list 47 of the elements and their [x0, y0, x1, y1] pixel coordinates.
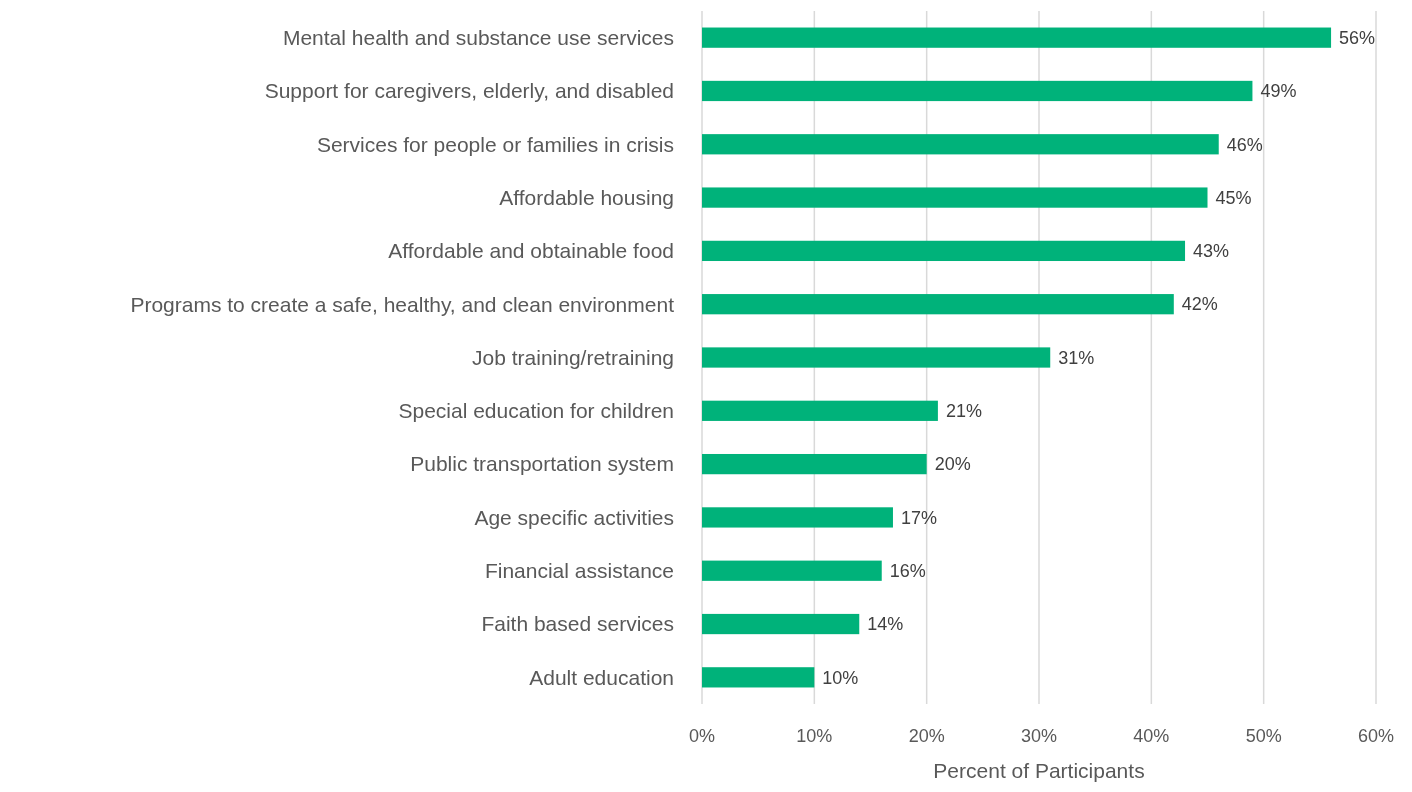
x-tick-label: 60% — [1357, 726, 1395, 746]
y-tick-label: Public transportation system — [410, 452, 674, 476]
bar — [702, 294, 1174, 315]
bar — [702, 240, 1186, 262]
data-label: 21% — [945, 401, 982, 422]
x-tick-label: 40% — [1133, 726, 1170, 746]
y-tick-label: Support for caregivers, elderly, and disabled — [264, 79, 674, 103]
bar — [702, 80, 1253, 102]
y-tick-label: Services for people or families in crisis — [316, 132, 674, 156]
bar — [702, 134, 1219, 155]
y-tick-label: Age specific activities — [474, 505, 674, 529]
data-label: 46% — [1226, 134, 1263, 155]
x-axis-title: Percent of Participants — [933, 759, 1145, 782]
x-tick-label: 0% — [688, 726, 716, 746]
bar — [702, 187, 1208, 208]
data-label: 31% — [1058, 347, 1095, 368]
y-tick-label: Special education for children — [398, 399, 674, 423]
x-tick-label: 20% — [908, 726, 945, 746]
data-label: 17% — [900, 507, 937, 528]
y-tick-label: Faith based services — [481, 612, 674, 636]
x-tick-label: 50% — [1245, 726, 1282, 746]
data-label: 49% — [1260, 81, 1297, 102]
x-tick-label: 30% — [1020, 726, 1058, 746]
y-tick-label: Affordable and obtainable food — [388, 239, 674, 263]
y-tick-label: Adult education — [529, 665, 674, 689]
data-label: 20% — [934, 454, 971, 475]
bar — [702, 27, 1332, 48]
data-label: 56% — [1339, 27, 1376, 48]
bar — [702, 613, 860, 635]
bar — [702, 667, 815, 688]
bar — [702, 347, 1051, 368]
data-label: 14% — [867, 614, 904, 635]
bar — [702, 560, 882, 581]
data-label: 43% — [1193, 241, 1230, 262]
bar — [702, 400, 938, 421]
y-tick-label: Affordable housing — [499, 185, 674, 209]
y-tick-label: Mental health and substance use services — [282, 26, 674, 49]
data-label: 10% — [822, 667, 859, 688]
x-tick-label: 10% — [796, 726, 833, 746]
bar — [702, 453, 927, 475]
y-tick-label: Financial assistance — [484, 559, 674, 583]
data-label: 42% — [1181, 294, 1218, 315]
y-tick-label: Programs to create a safe, healthy, and clean environment — [130, 292, 675, 316]
data-label: 45% — [1215, 187, 1252, 208]
y-tick-label: Job training/retraining — [472, 345, 674, 369]
data-label: 16% — [889, 561, 926, 582]
bar — [702, 507, 893, 528]
